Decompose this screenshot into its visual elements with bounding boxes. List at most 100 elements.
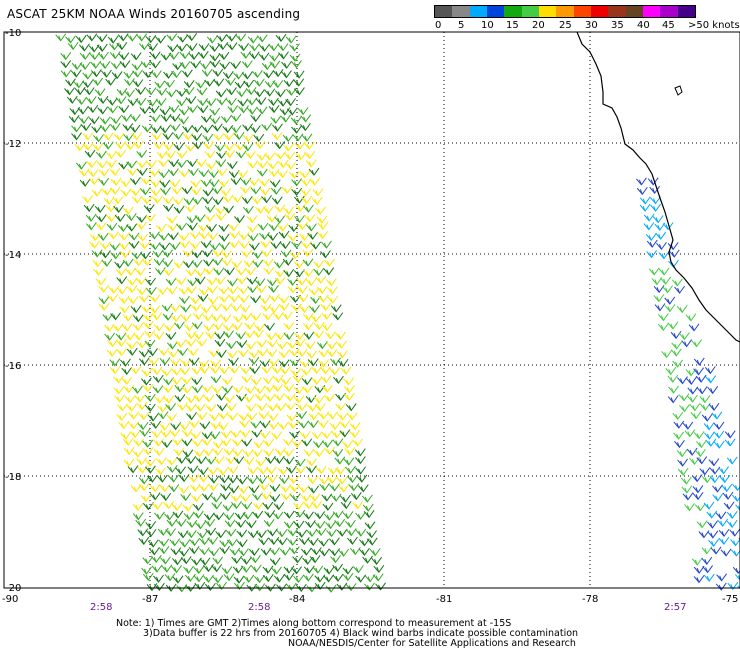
wind-barb xyxy=(188,357,200,366)
lat-label: -10 xyxy=(5,28,21,39)
wind-barb xyxy=(652,215,664,224)
wind-barb xyxy=(249,555,261,564)
wind-barb xyxy=(200,178,212,187)
wind-barb xyxy=(258,52,270,61)
wind-barb xyxy=(307,420,319,429)
wind-barb xyxy=(179,295,190,304)
wind-barb xyxy=(171,565,182,574)
wind-barb xyxy=(717,518,729,527)
wind-barb xyxy=(279,240,291,250)
wind-barb xyxy=(179,539,191,548)
wind-barb xyxy=(285,161,297,170)
wind-barb xyxy=(152,195,163,204)
wind-barb xyxy=(702,565,714,574)
wind-barb xyxy=(195,159,207,168)
wind-barb xyxy=(167,349,179,358)
wind-barb xyxy=(135,97,147,107)
wind-barb xyxy=(194,403,206,412)
wind-barb xyxy=(286,413,298,422)
wind-barb xyxy=(131,132,143,141)
wind-barb xyxy=(245,267,256,276)
wind-barb xyxy=(163,203,174,212)
wind-barb xyxy=(292,374,304,383)
wind-barb xyxy=(149,114,161,123)
wind-barb xyxy=(226,350,238,359)
wind-barb xyxy=(65,35,76,44)
wind-barb xyxy=(135,518,147,527)
wind-barb xyxy=(256,339,268,348)
wind-barb xyxy=(152,385,164,394)
wind-barb xyxy=(307,358,319,367)
wind-barb xyxy=(115,338,127,347)
wind-barb xyxy=(294,338,306,347)
wind-barb xyxy=(657,313,669,322)
wind-barb xyxy=(364,574,376,583)
wind-barb xyxy=(169,242,181,251)
wind-barb xyxy=(192,502,204,512)
wind-barb xyxy=(261,195,272,204)
wind-barb xyxy=(322,502,334,511)
wind-barb xyxy=(186,286,197,295)
wind-barb xyxy=(199,537,210,546)
wind-barb xyxy=(112,323,124,332)
wind-barb xyxy=(128,421,140,430)
wind-barb xyxy=(650,203,662,212)
wind-barb xyxy=(126,223,138,232)
wind-barb xyxy=(699,402,711,411)
wind-barb xyxy=(209,107,221,116)
wind-barb xyxy=(211,186,223,195)
wind-barb xyxy=(142,447,154,456)
wind-barb xyxy=(109,358,121,367)
wind-barb xyxy=(160,429,172,438)
wind-barb xyxy=(264,322,275,331)
wind-barb xyxy=(231,322,243,331)
wind-barb xyxy=(302,248,314,257)
wind-barb xyxy=(121,113,132,122)
wind-barb xyxy=(317,420,329,429)
wind-barb xyxy=(277,43,289,52)
wind-barb xyxy=(335,331,346,340)
wind-barb xyxy=(264,152,276,161)
wind-barb xyxy=(309,305,320,314)
wind-barb xyxy=(324,258,335,267)
wind-barb xyxy=(268,222,280,232)
wind-barb xyxy=(704,431,715,440)
wind-barb xyxy=(345,583,357,592)
wind-barb xyxy=(136,149,148,159)
wind-barb xyxy=(264,384,275,393)
wind-barb xyxy=(168,51,180,60)
wind-barb xyxy=(155,97,167,107)
wind-barb xyxy=(226,42,238,51)
wind-barb xyxy=(136,457,147,466)
wind-barb xyxy=(158,538,170,547)
wind-barb xyxy=(230,303,242,312)
wind-barb xyxy=(165,277,177,286)
wind-barb xyxy=(191,494,202,503)
wind-barb xyxy=(177,530,189,539)
wind-barb xyxy=(287,277,299,286)
wind-barb xyxy=(300,114,312,123)
wind-barb xyxy=(229,230,240,239)
wind-barb xyxy=(179,61,191,70)
wind-barb xyxy=(166,215,178,224)
wind-barb xyxy=(204,518,216,527)
wind-barb xyxy=(326,341,338,350)
wind-barb xyxy=(250,114,262,123)
wind-barb xyxy=(347,536,358,545)
wind-barb xyxy=(212,249,224,258)
wind-barb xyxy=(289,251,301,260)
wind-barb xyxy=(330,493,342,502)
wind-barb xyxy=(308,287,320,296)
wind-barb xyxy=(332,448,344,457)
wind-barb xyxy=(299,304,310,313)
wind-barb xyxy=(141,124,153,133)
wind-barb xyxy=(262,312,274,321)
wind-barb xyxy=(215,212,227,221)
wind-barb xyxy=(264,510,276,519)
wind-barb xyxy=(256,530,267,539)
wind-barb xyxy=(179,367,191,376)
wind-barb xyxy=(291,187,303,196)
wind-barb xyxy=(224,519,236,528)
wind-barb xyxy=(150,554,162,564)
wind-barb xyxy=(166,457,178,466)
